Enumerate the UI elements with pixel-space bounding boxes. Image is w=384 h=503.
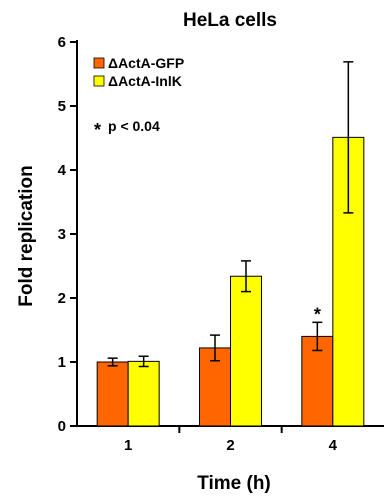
y-tick-label: 2 [58, 290, 66, 307]
y-axis: 0 1 2 3 4 5 6 [58, 34, 78, 435]
bar-gfp-4 [301, 335, 334, 427]
y-tick-label: 4 [58, 162, 67, 179]
x-tick-label: 4 [329, 437, 338, 454]
bars-group [96, 136, 365, 427]
y-tick-label: 0 [58, 418, 66, 435]
y-tick-label: 5 [58, 98, 66, 115]
legend-label-inlk: ΔActA-InlK [108, 73, 182, 89]
legend-swatch-gfp [93, 57, 105, 69]
y-tick-label: 1 [58, 354, 66, 371]
x-axis-label: Time (h) [197, 473, 271, 494]
x-axis: 1 2 4 [77, 425, 384, 454]
significance-note: * p < 0.04 [94, 118, 160, 140]
chart-title: HeLa cells [183, 10, 277, 31]
y-tick-label: 3 [58, 226, 66, 243]
x-tick-label: 1 [124, 437, 132, 454]
legend-label-gfp: ΔActA-GFP [108, 55, 184, 71]
significance-note-text: p < 0.04 [108, 118, 160, 134]
legend: ΔActA-GFP ΔActA-InlK [93, 55, 184, 89]
error-bars-group [107, 61, 354, 368]
y-tick-label: 6 [58, 34, 66, 51]
bar-inlk-2 [230, 275, 262, 427]
significance-star: * [314, 304, 321, 324]
y-axis-label: Fold replication [16, 165, 37, 306]
significance-note-star: * [94, 120, 101, 140]
legend-swatch-inlk [93, 75, 105, 87]
bar-inlk-1 [127, 360, 160, 427]
x-tick-label: 2 [226, 437, 234, 454]
bar-gfp-1 [96, 361, 129, 427]
